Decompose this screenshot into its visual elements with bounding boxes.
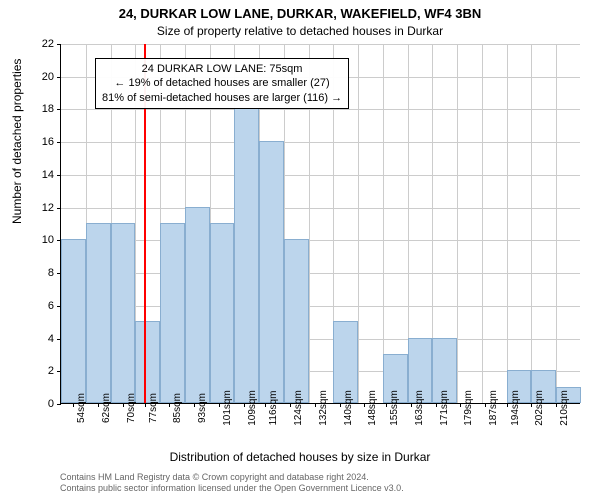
y-tick-label: 18 [24,103,54,115]
chart-title-line2: Size of property relative to detached ho… [0,24,600,38]
footer-attribution: Contains HM Land Registry data © Crown c… [60,472,404,494]
histogram-bar [135,321,160,403]
x-tick-label: 194sqm [510,390,521,426]
y-tick-label: 16 [24,136,54,148]
x-tick-label: 77sqm [148,393,159,423]
y-tick-label: 20 [24,71,54,83]
y-tick-label: 8 [24,267,54,279]
x-tick-label: 155sqm [389,390,400,426]
gridline-h [61,208,580,209]
histogram-bar [259,141,284,403]
gridline-h [61,109,580,110]
x-tick-label: 202sqm [534,390,545,426]
y-tick-label: 22 [24,38,54,50]
annotation-line: 24 DURKAR LOW LANE: 75sqm [102,62,342,76]
annotation-line: ← 19% of detached houses are smaller (27… [102,76,342,90]
gridline-h [61,175,580,176]
x-tick-label: 70sqm [126,393,137,423]
y-tick-label: 10 [24,234,54,246]
x-tick-label: 116sqm [268,391,279,426]
gridline-v [531,44,532,403]
gridline-h [61,44,580,45]
gridline-v [507,44,508,403]
gridline-h [61,306,580,307]
histogram-bar [210,223,235,403]
x-tick-label: 210sqm [559,390,570,426]
annotation-box: 24 DURKAR LOW LANE: 75sqm← 19% of detach… [95,58,349,109]
gridline-h [61,142,580,143]
gridline-v [556,44,557,403]
x-tick-label: 187sqm [488,390,499,426]
histogram-bar [86,223,111,403]
histogram-bar [61,239,86,403]
x-tick-label: 148sqm [367,390,378,426]
x-tick-label: 163sqm [414,390,425,426]
annotation-line: 81% of semi-detached houses are larger (… [102,91,342,105]
x-tick-label: 85sqm [172,393,183,423]
histogram-bar [234,108,259,403]
y-tick-label: 12 [24,202,54,214]
x-tick-label: 93sqm [197,393,208,423]
y-axis-label: Number of detached properties [10,59,24,224]
y-tick-label: 0 [24,398,54,410]
chart-container: 24, DURKAR LOW LANE, DURKAR, WAKEFIELD, … [0,0,600,500]
gridline-h [61,240,580,241]
histogram-bar [284,239,309,403]
chart-title-line1: 24, DURKAR LOW LANE, DURKAR, WAKEFIELD, … [0,6,600,21]
histogram-bar [160,223,185,403]
y-tick-label: 2 [24,365,54,377]
gridline-v [383,44,384,403]
y-tick-label: 14 [24,169,54,181]
x-tick-label: 54sqm [76,393,87,423]
x-axis-label: Distribution of detached houses by size … [0,450,600,464]
gridline-v [482,44,483,403]
footer-line1: Contains HM Land Registry data © Crown c… [60,472,404,483]
gridline-v [457,44,458,403]
histogram-bar [185,207,210,403]
gridline-h [61,273,580,274]
gridline-v [358,44,359,403]
footer-line2: Contains public sector information licen… [60,483,404,494]
y-tick-label: 6 [24,300,54,312]
x-tick-label: 140sqm [343,390,354,426]
x-tick-label: 101sqm [222,390,233,426]
x-tick-label: 179sqm [463,390,474,426]
y-tick-label: 4 [24,333,54,345]
x-tick-label: 109sqm [247,390,258,426]
x-tick-label: 132sqm [318,390,329,426]
x-tick-label: 124sqm [293,390,304,426]
plot-area: 24 DURKAR LOW LANE: 75sqm← 19% of detach… [60,44,580,404]
histogram-bar [111,223,136,403]
x-tick-label: 62sqm [101,393,112,423]
x-tick-label: 171sqm [439,390,450,426]
